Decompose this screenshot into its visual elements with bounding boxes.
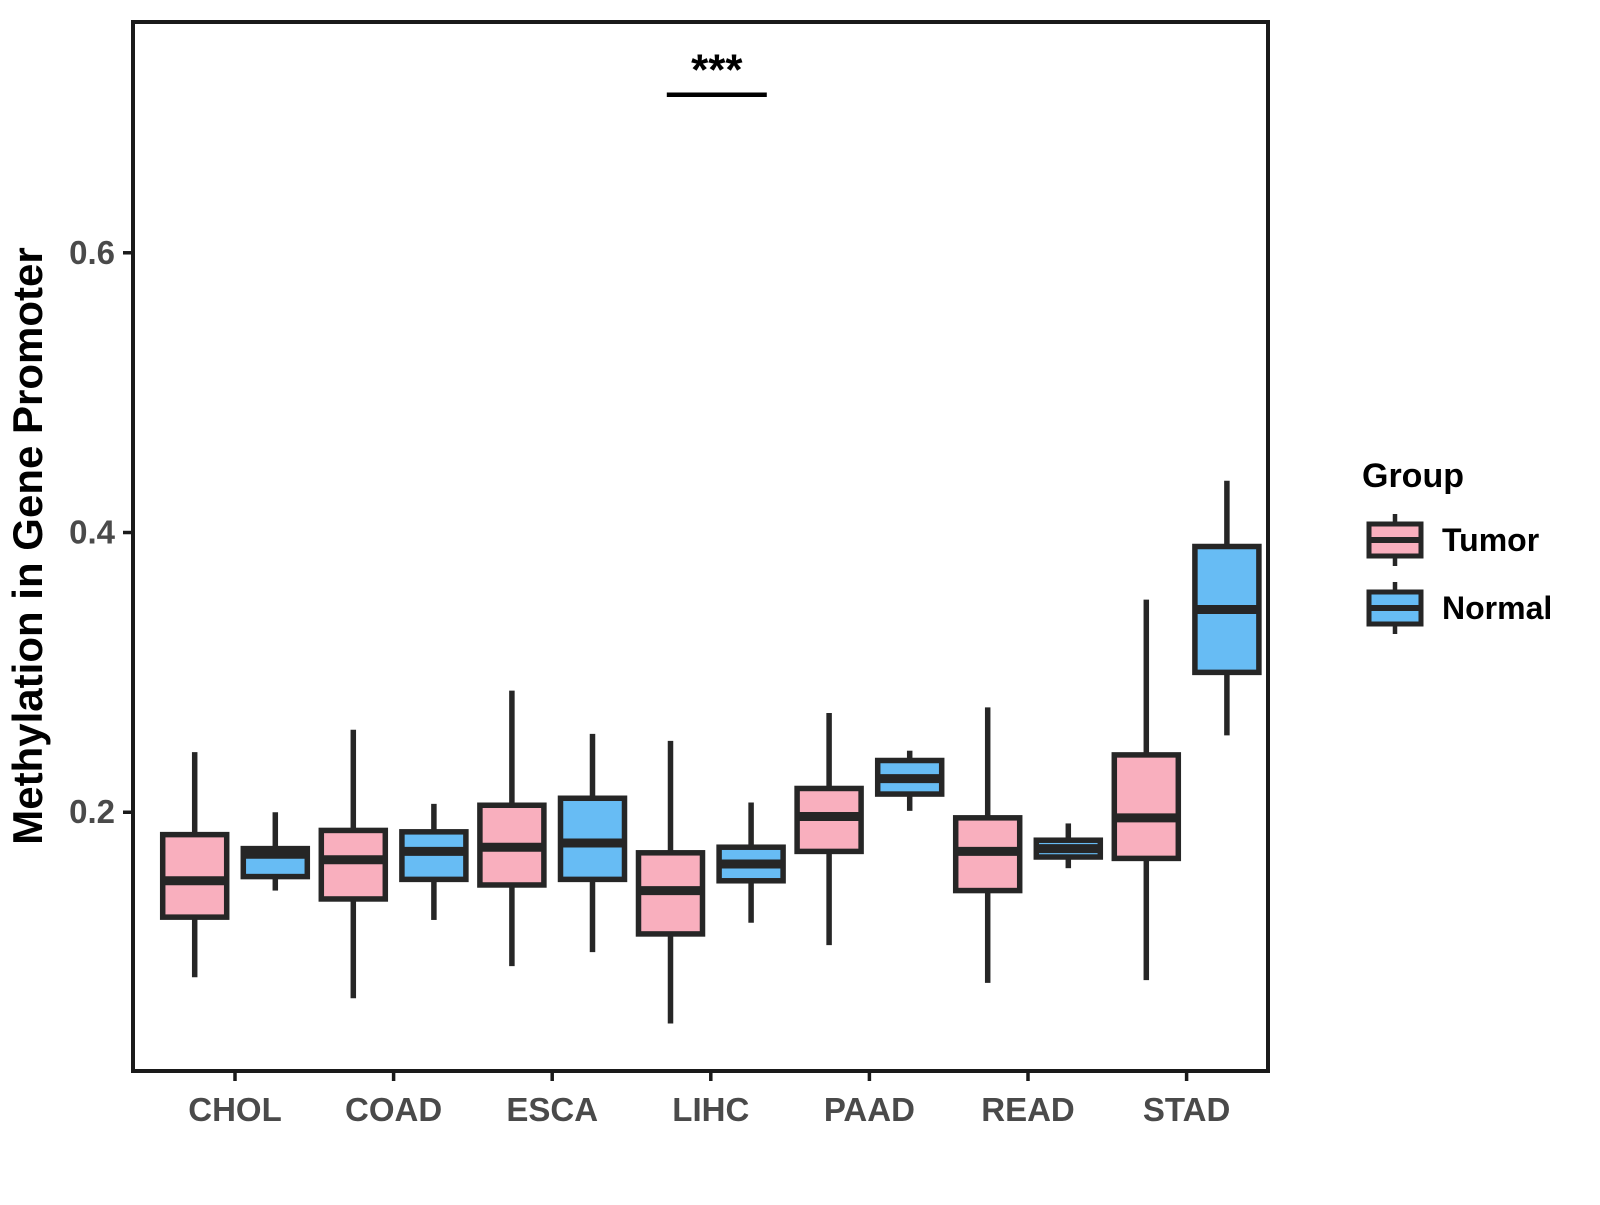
- y-tick-label: 0.6: [69, 234, 115, 271]
- y-tick-label: 0.4: [69, 514, 116, 551]
- box-normal-esca: [557, 733, 628, 953]
- boxplots: [159, 480, 1262, 1024]
- x-tick-label-esca: ESCA: [506, 1091, 598, 1128]
- box-tumor-stad: [1111, 599, 1182, 981]
- box-normal-read: [1033, 823, 1104, 869]
- box-normal-chol: [240, 812, 311, 891]
- legend-keys: Tumor Normal: [1366, 514, 1552, 634]
- x-tick-label-read: READ: [981, 1091, 1075, 1128]
- x-tick-label-lihc: LIHC: [672, 1091, 749, 1128]
- legend-label-tumor: Tumor: [1442, 522, 1539, 558]
- box-normal-paad: [874, 750, 945, 811]
- x-tick-label-chol: CHOL: [188, 1091, 282, 1128]
- x-tick-label-paad: PAAD: [824, 1091, 915, 1128]
- box-normal-coad: [399, 803, 469, 920]
- box-tumor-stad-iqr-box: [1111, 752, 1182, 862]
- legend-key-normal: Normal: [1366, 582, 1552, 634]
- legend-title: Group: [1362, 457, 1464, 495]
- y-axis-title: Methylation in Gene Promoter: [4, 247, 51, 844]
- axes: 0.2 0.4 0.6 CHOL COAD ESCA LIHC PAAD READ STAD: [69, 234, 1230, 1128]
- box-tumor-lihc: [635, 740, 706, 1024]
- x-tick-label-stad: STAD: [1143, 1091, 1230, 1128]
- box-tumor-esca: [477, 690, 547, 967]
- legend-key-tumor: Tumor: [1366, 514, 1539, 566]
- legend-label-normal: Normal: [1442, 590, 1552, 626]
- y-tick-label: 0.2: [69, 793, 115, 830]
- x-tick-label-coad: COAD: [345, 1091, 442, 1128]
- box-normal-lihc: [716, 802, 786, 923]
- box-tumor-chol-iqr-box: [159, 831, 230, 920]
- box-tumor-paad: [794, 712, 864, 946]
- box-tumor-coad-iqr-box: [318, 827, 389, 902]
- box-tumor-read: [952, 707, 1023, 983]
- legend: Group Tumor Normal: [1362, 457, 1552, 634]
- box-normal-stad: [1192, 480, 1262, 736]
- box-tumor-coad: [318, 729, 389, 999]
- box-tumor-chol: [159, 752, 230, 978]
- significance-stars: ***: [691, 46, 743, 95]
